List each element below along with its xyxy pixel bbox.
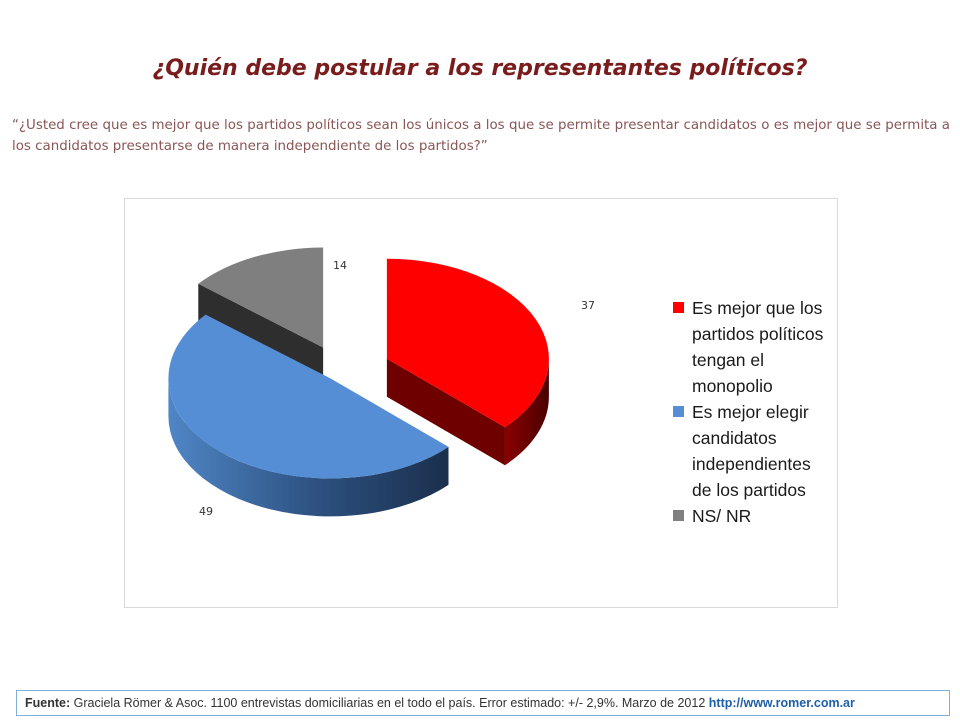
chart-legend: Es mejor que los partidos políticos teng… xyxy=(673,295,833,529)
legend-item-0: Es mejor que los partidos políticos teng… xyxy=(673,295,833,399)
source-link[interactable]: http://www.romer.com.ar xyxy=(708,696,855,710)
pie-slice-1 xyxy=(168,314,449,479)
legend-label-0: Es mejor que los partidos políticos teng… xyxy=(692,298,824,396)
survey-question: “¿Usted cree que es mejor que los partid… xyxy=(12,118,950,154)
pie-slice-cut-0-1 xyxy=(386,358,505,466)
data-label-0: 37 xyxy=(581,299,595,312)
pie-slice-side-1 xyxy=(168,378,449,517)
legend-swatch-2 xyxy=(673,510,684,521)
legend-label-2: NS/ NR xyxy=(692,506,752,526)
source-label: Fuente: xyxy=(25,696,71,710)
data-label-2: 14 xyxy=(333,259,347,272)
legend-label-1: Es mejor elegir candidatos independiente… xyxy=(692,402,811,500)
source-footer: Fuente: Graciela Römer & Asoc. 1100 entr… xyxy=(16,690,950,716)
legend-swatch-0 xyxy=(673,302,684,313)
page-title: ¿Quién debe postular a los representante… xyxy=(152,56,808,81)
pie-slice-0 xyxy=(386,258,549,428)
pie-chart xyxy=(168,247,549,517)
pie-slice-2 xyxy=(198,247,324,348)
chart-area: Es mejor que los partidos políticos teng… xyxy=(124,198,838,608)
legend-item-2: NS/ NR xyxy=(673,503,833,529)
pie-slice-side-0 xyxy=(504,358,549,466)
legend-item-1: Es mejor elegir candidatos independiente… xyxy=(673,399,833,503)
data-label-1: 49 xyxy=(199,505,213,518)
source-text: Graciela Römer & Asoc. 1100 entrevistas … xyxy=(70,696,709,710)
legend-swatch-1 xyxy=(673,406,684,417)
